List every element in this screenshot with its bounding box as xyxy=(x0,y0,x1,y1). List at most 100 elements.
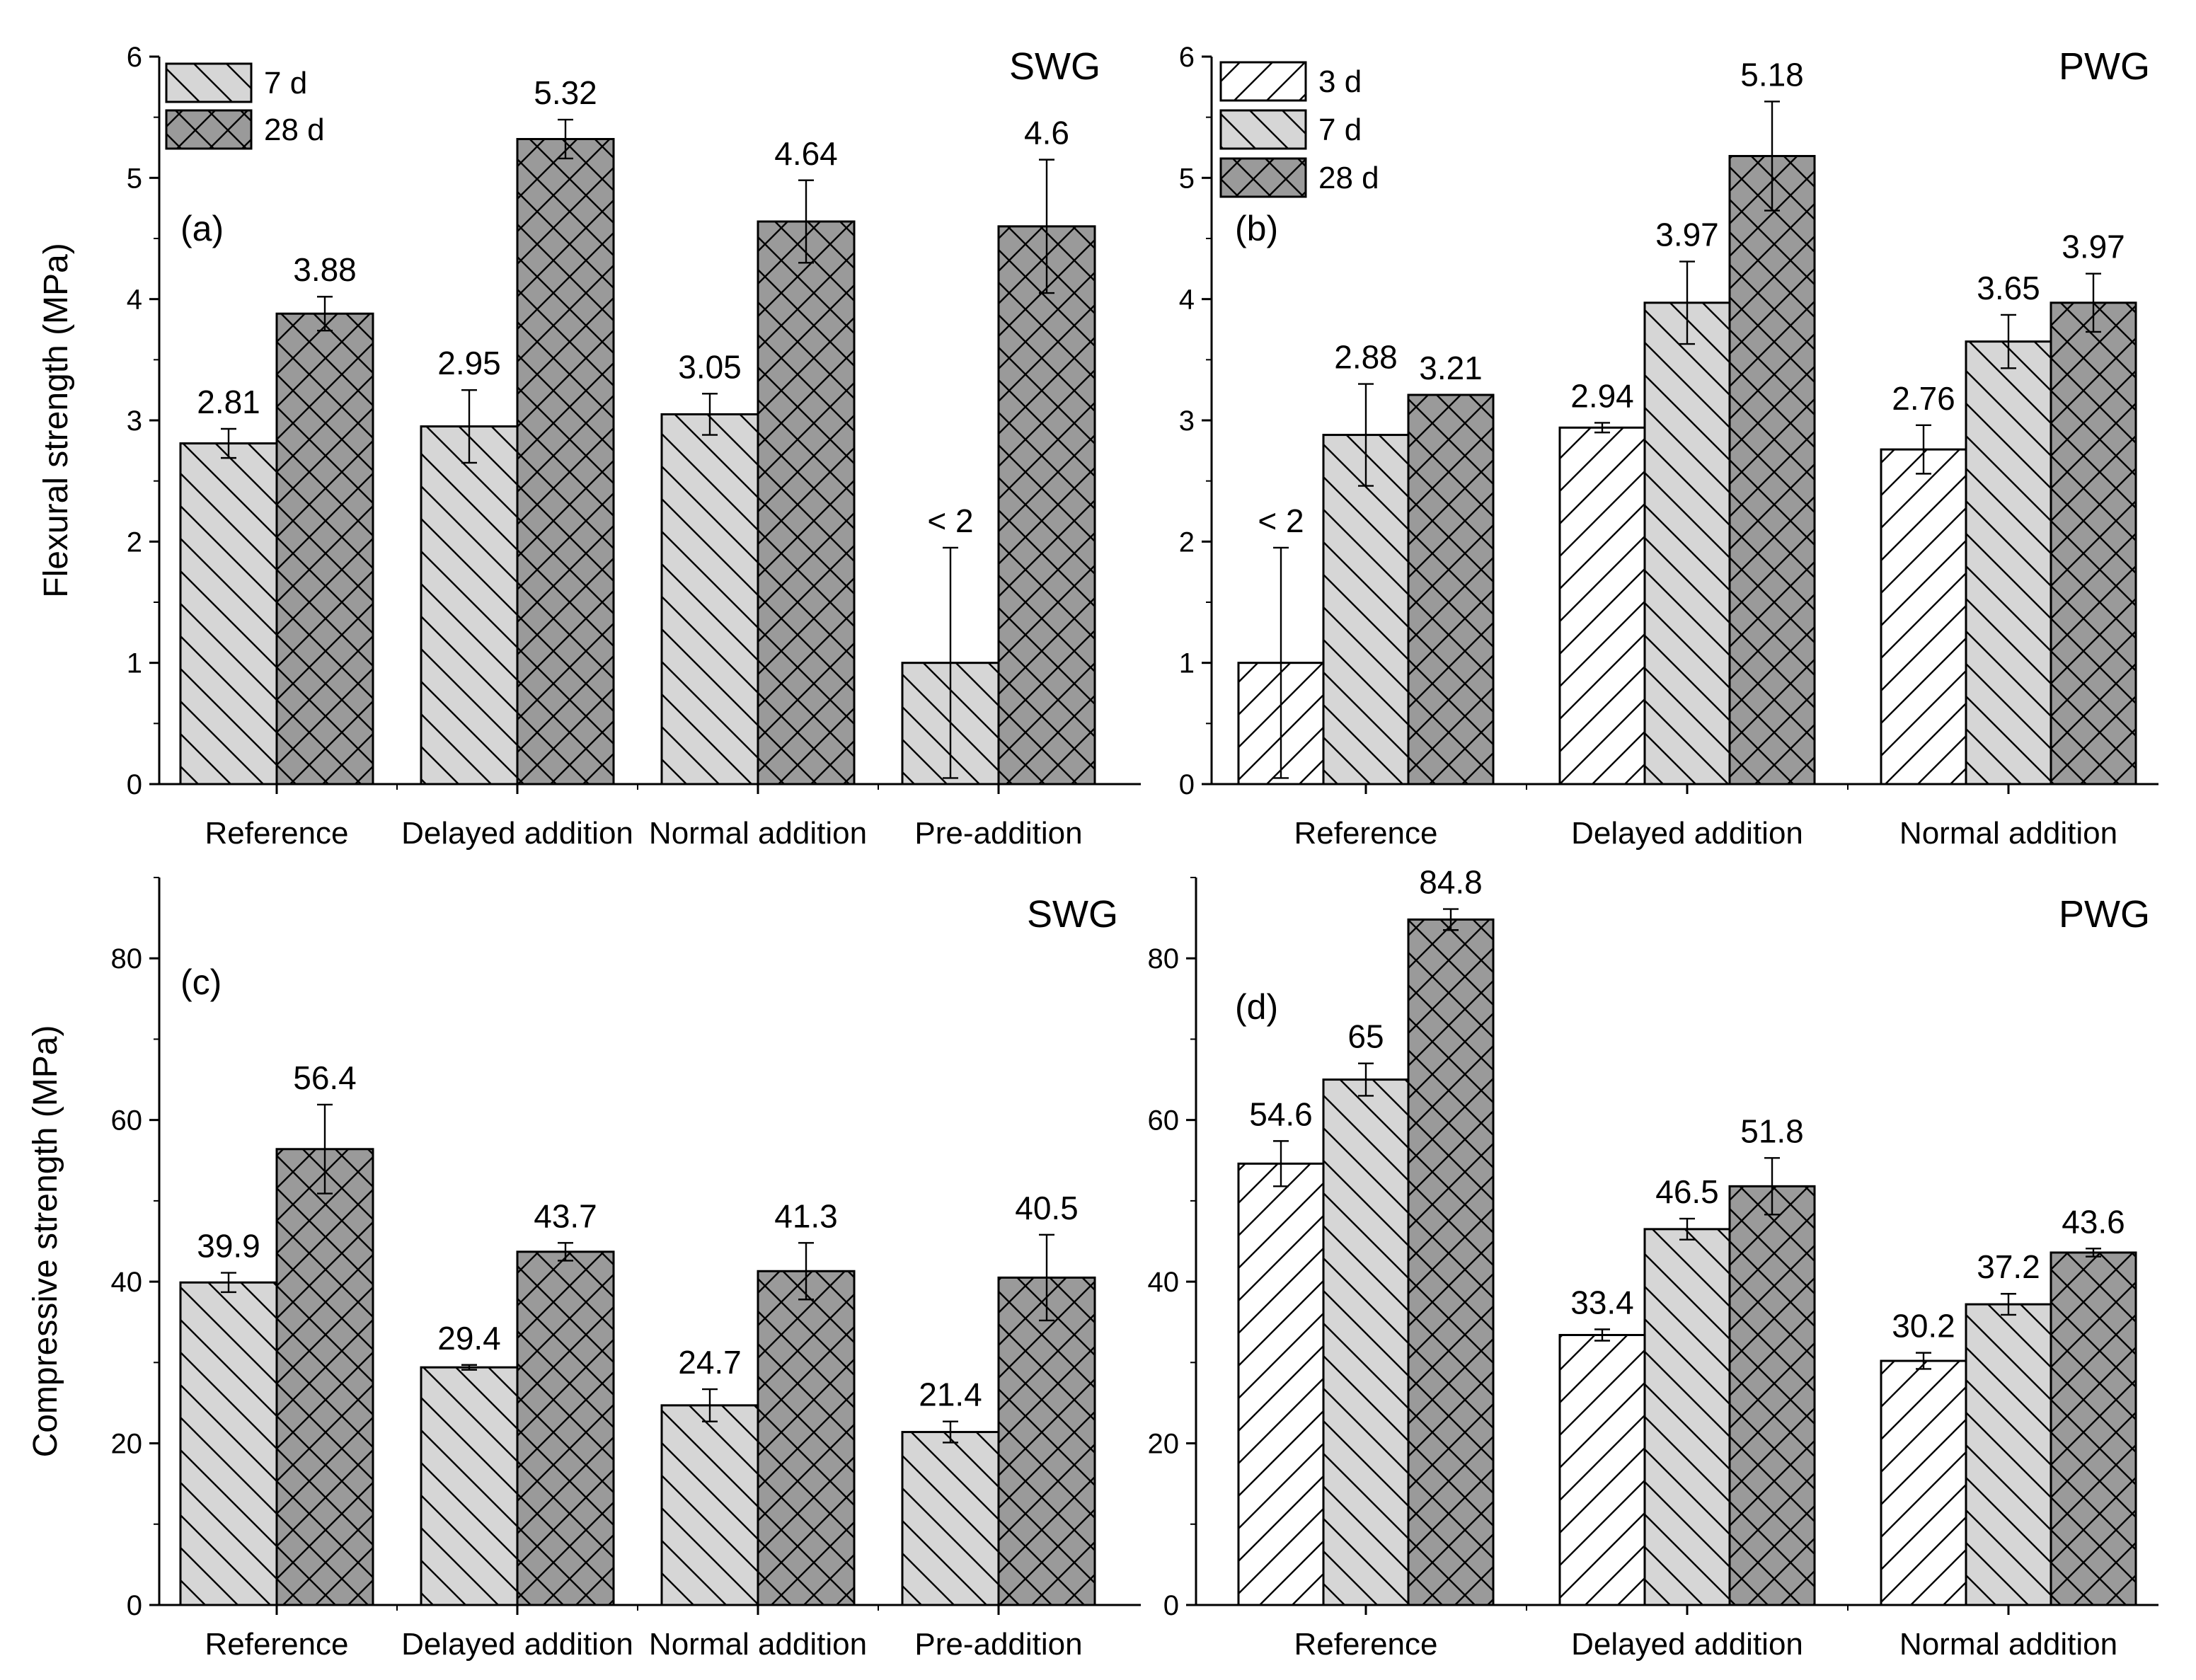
value-label-reference-7-d: 2.81 xyxy=(197,384,260,420)
y-tick-label: 0 xyxy=(127,769,142,800)
legend-label-7-d: 7 d xyxy=(1318,113,1362,147)
value-label-pre-addition-28-d: 40.5 xyxy=(1015,1190,1079,1226)
y-tick-label: 4 xyxy=(127,284,142,316)
bar-normal-addition-7-d xyxy=(1965,1303,2052,1606)
value-label-delayed-addition-7-d: 46.5 xyxy=(1655,1173,1719,1210)
value-label-pre-addition-7-d: 21.4 xyxy=(919,1376,982,1413)
legend-swatch-28-d xyxy=(165,109,253,150)
bar-reference-28-d xyxy=(275,312,374,786)
value-label-reference-28-d: 3.21 xyxy=(1419,350,1483,386)
legend-label-28-d: 28 d xyxy=(264,113,325,147)
bar-normal-addition-7-d xyxy=(660,413,759,786)
value-label-delayed-addition-7-d: 3.97 xyxy=(1655,217,1719,253)
panel-tag: (a) xyxy=(180,209,224,248)
bar-reference-28-d xyxy=(275,1148,374,1606)
y-tick-label: 1 xyxy=(127,648,142,679)
category-label-delayed-addition: Delayed addition xyxy=(1571,1627,1803,1662)
category-label-delayed-addition: Delayed addition xyxy=(401,816,633,851)
y-tick-label: 40 xyxy=(1148,1267,1180,1298)
bar-reference-3-d xyxy=(1237,1162,1325,1606)
value-label-normal-addition-28-d: 41.3 xyxy=(774,1197,838,1234)
y-tick-label: 60 xyxy=(1148,1105,1180,1137)
legend-label-7-d: 7 d xyxy=(264,66,307,100)
y-tick-label: 60 xyxy=(111,1105,143,1137)
panel-a-flexural-swg: 0 1 2 3 4 5 6 Flexural strength (MPa) Reference D… xyxy=(38,42,1141,851)
panel-tag: (c) xyxy=(180,962,222,1002)
y-tick-label: 2 xyxy=(127,527,142,558)
category-label-reference: Reference xyxy=(1294,816,1437,851)
y-tick-label: 80 xyxy=(1148,943,1180,974)
value-label-normal-addition-28-d: 3.97 xyxy=(2062,229,2125,265)
value-label-reference-7-d: 2.88 xyxy=(1334,339,1398,376)
y-tick-label: 2 xyxy=(1179,527,1195,558)
y-tick-label: 40 xyxy=(111,1267,143,1298)
bar-pre-addition-28-d xyxy=(997,1276,1096,1606)
legend-swatch-7-d xyxy=(165,62,253,103)
value-label-delayed-addition-28-d: 5.32 xyxy=(534,74,597,111)
category-label-normal-addition: Normal addition xyxy=(649,1627,867,1662)
bar-reference-7-d xyxy=(1322,434,1410,786)
value-label-delayed-addition-7-d: 2.95 xyxy=(437,345,501,381)
legend-swatch-3-d xyxy=(1219,61,1307,102)
y-tick-label: 6 xyxy=(127,42,142,73)
value-label-reference-28-d: 3.88 xyxy=(293,251,357,288)
panel-d-compressive-pwg: 0 20 40 60 80 Reference Delayed addition Normal… xyxy=(1148,864,2158,1662)
y-tick-label: 0 xyxy=(1179,769,1195,800)
bar-pre-addition-28-d xyxy=(997,225,1096,786)
value-label-reference-28-d: 84.8 xyxy=(1419,864,1483,901)
y-tick-label: 0 xyxy=(1163,1590,1179,1621)
y-axis-title: Compressive strength (MPa) xyxy=(27,1025,64,1458)
category-label-reference: Reference xyxy=(1294,1627,1437,1662)
group-label: PWG xyxy=(2059,893,2150,936)
bar-reference-7-d xyxy=(1322,1078,1410,1606)
bar-delayed-addition-28-d xyxy=(516,1250,615,1606)
y-tick-label: 80 xyxy=(111,943,143,974)
value-label-normal-addition-3-d: 2.76 xyxy=(1892,380,1955,417)
y-tick-label: 5 xyxy=(1179,163,1195,194)
value-label-delayed-addition-28-d: 43.7 xyxy=(534,1197,597,1234)
bar-delayed-addition-7-d xyxy=(1643,301,1731,786)
bar-normal-addition-28-d xyxy=(2050,1251,2137,1606)
bar-normal-addition-28-d xyxy=(2050,301,2137,786)
bar-normal-addition-3-d xyxy=(1880,1359,1967,1606)
category-label-pre-addition: Pre-addition xyxy=(914,816,1082,851)
bar-normal-addition-7-d xyxy=(1965,340,2052,786)
bar-delayed-addition-3-d xyxy=(1558,1333,1646,1606)
bar-delayed-addition-7-d xyxy=(1643,1228,1731,1606)
bar-reference-28-d xyxy=(1407,918,1495,1606)
value-label-normal-addition-7-d: 24.7 xyxy=(678,1344,742,1381)
value-label-reference-7-d: 65 xyxy=(1347,1018,1384,1055)
value-label-reference-28-d: 56.4 xyxy=(293,1059,357,1096)
value-label-normal-addition-7-d: 3.05 xyxy=(678,348,742,385)
value-label-normal-addition-7-d: 37.2 xyxy=(1977,1248,2040,1285)
bar-delayed-addition-28-d xyxy=(1728,154,1816,786)
bar-normal-addition-3-d xyxy=(1880,448,1967,786)
bar-normal-addition-7-d xyxy=(660,1404,759,1606)
y-tick-label: 0 xyxy=(127,1590,142,1621)
bar-normal-addition-28-d xyxy=(757,1270,856,1606)
category-label-reference: Reference xyxy=(205,1627,348,1662)
value-label-delayed-addition-28-d: 5.18 xyxy=(1740,56,1804,93)
category-label-normal-addition: Normal addition xyxy=(1899,816,2117,851)
group-label: SWG xyxy=(1027,893,1118,936)
category-label-delayed-addition: Delayed addition xyxy=(401,1627,633,1662)
bar-normal-addition-28-d xyxy=(757,220,856,786)
bar-reference-28-d xyxy=(1407,393,1495,786)
value-label-delayed-addition-28-d: 51.8 xyxy=(1740,1112,1804,1149)
panel-tag: (b) xyxy=(1235,209,1278,248)
y-tick-label: 20 xyxy=(1148,1429,1180,1460)
legend-label-28-d: 28 d xyxy=(1318,161,1379,195)
category-label-normal-addition: Normal addition xyxy=(649,816,867,851)
bar-delayed-addition-28-d xyxy=(1728,1185,1816,1606)
value-label-normal-addition-7-d: 3.65 xyxy=(1977,270,2040,306)
y-tick-label: 5 xyxy=(127,163,142,194)
legend-swatch-28-d xyxy=(1219,157,1307,198)
bar-delayed-addition-28-d xyxy=(516,138,615,786)
y-tick-label: 1 xyxy=(1179,648,1195,679)
category-label-pre-addition: Pre-addition xyxy=(914,1627,1082,1662)
legend: 3 d 7 d 28 d xyxy=(1219,61,1379,198)
panel-b-flexural-pwg: 0 1 2 3 4 5 6 Reference Delayed addition Normal a… xyxy=(1179,42,2158,851)
bar-reference-7-d xyxy=(179,442,278,786)
bar-delayed-addition-7-d xyxy=(420,425,519,786)
